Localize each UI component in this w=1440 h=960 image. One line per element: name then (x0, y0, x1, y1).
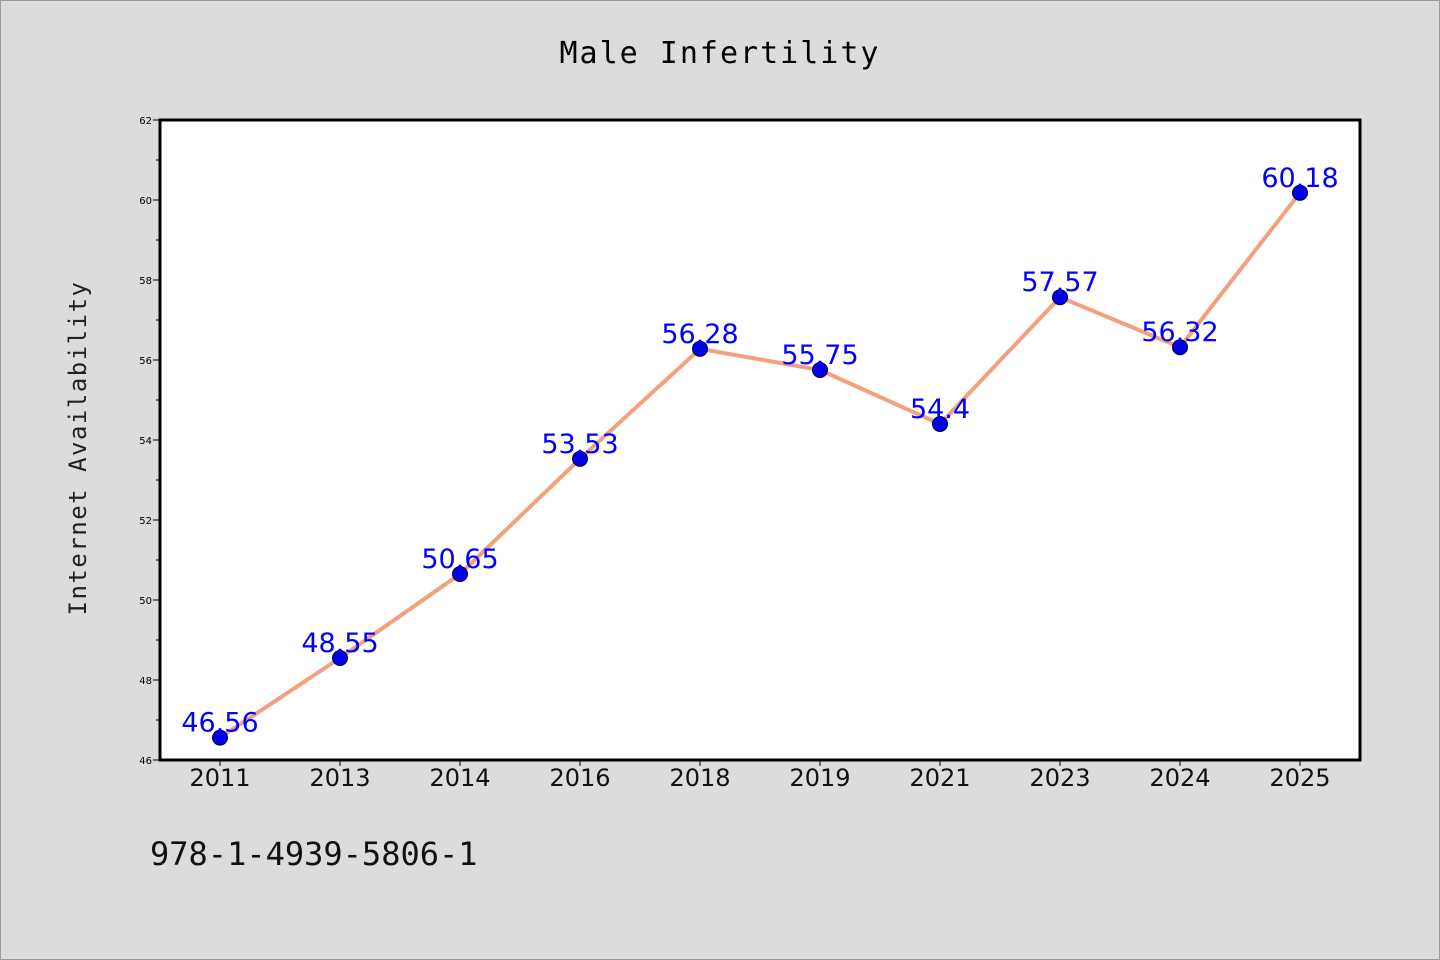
data-label: 56.32 (1141, 317, 1218, 348)
x-tick-label: 2021 (909, 764, 970, 792)
data-label: 60.18 (1261, 163, 1338, 194)
y-axis-label: Internet Availability (64, 281, 92, 616)
chart-title: Male Infertility (560, 36, 881, 71)
data-point (812, 362, 828, 378)
data-label: 46.56 (181, 708, 258, 739)
data-label: 54.4 (910, 394, 970, 425)
data-label: 48.55 (301, 628, 378, 659)
plot-area (160, 120, 1360, 760)
x-tick-label: 2024 (1149, 764, 1210, 792)
data-label: 50.65 (421, 544, 498, 575)
data-label: 56.28 (661, 319, 738, 350)
x-tick-label: 2016 (549, 764, 610, 792)
isbn-annotation: 978-1-4939-5806-1 (150, 835, 478, 873)
data-labels: 46.56 48.55 50.65 53.53 56.28 55.75 54.4 57.57 5… (181, 163, 1338, 739)
x-tick-label: 2023 (1029, 764, 1090, 792)
plot-frame (158, 118, 1362, 762)
data-point (1052, 289, 1068, 306)
data-point (332, 650, 348, 666)
x-tick-label: 2011 (189, 764, 250, 792)
data-point (1172, 339, 1188, 356)
x-axis: 2011 2013 2014 2016 2018 2019 2021 2023 2024 2025 (189, 760, 1331, 792)
data-point (1292, 184, 1308, 201)
x-tick-label: 2018 (669, 764, 730, 792)
data-label: 57.57 (1021, 267, 1098, 298)
series-markers (212, 184, 1308, 746)
y-tick-label: 62 (139, 116, 152, 127)
data-label: 53.53 (541, 429, 618, 460)
series-line (218, 190, 1302, 740)
y-tick-label: 58 (139, 276, 152, 287)
y-tick-label: 54 (139, 436, 152, 447)
y-tick-label: 48 (139, 676, 152, 687)
x-tick-label: 2013 (309, 764, 370, 792)
y-tick-label: 56 (139, 356, 152, 367)
data-label: 55.75 (781, 340, 858, 371)
data-point (692, 340, 708, 357)
y-tick-label: 52 (139, 516, 152, 527)
x-tick-label: 2014 (429, 764, 490, 792)
y-tick-label: 60 (139, 196, 152, 207)
y-tick-label: 46 (139, 756, 152, 767)
data-point (932, 416, 948, 432)
data-point (452, 566, 468, 582)
x-tick-label: 2025 (1269, 764, 1330, 792)
y-axis: 46 48 50 52 54 56 58 60 62 (139, 116, 160, 767)
data-point (212, 729, 228, 746)
x-tick-label: 2019 (789, 764, 850, 792)
y-tick-label: 50 (139, 596, 152, 607)
data-point (572, 450, 588, 467)
